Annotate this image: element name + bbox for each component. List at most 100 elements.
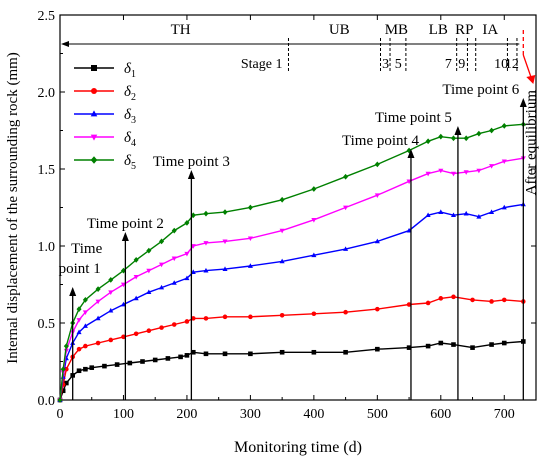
data-point xyxy=(184,220,190,226)
time-point-label: point 1 xyxy=(59,261,101,277)
data-point xyxy=(476,213,482,219)
data-point xyxy=(95,340,101,346)
data-point xyxy=(463,210,469,216)
legend-item-5: δ5 xyxy=(74,153,136,172)
data-point xyxy=(279,228,285,234)
y-tick-label: 0.0 xyxy=(38,394,56,409)
data-point xyxy=(470,345,475,350)
time-point-6: Time point 6 xyxy=(442,82,527,400)
time-point-arrowhead xyxy=(121,232,129,241)
data-point xyxy=(501,297,507,303)
data-point xyxy=(374,161,380,168)
data-point xyxy=(406,345,412,350)
data-point xyxy=(222,314,228,320)
time-point-label: Time xyxy=(71,241,102,257)
legend-marker xyxy=(91,65,97,71)
x-tick-label: 400 xyxy=(303,407,324,422)
x-axis-title: Monitoring time (d) xyxy=(234,439,362,456)
data-point xyxy=(133,331,139,337)
stage-number: 7 xyxy=(445,57,452,72)
series-line xyxy=(59,203,524,401)
y-tick-label: 2.0 xyxy=(38,86,56,101)
data-point xyxy=(95,286,101,292)
data-point xyxy=(311,217,317,223)
y-tick-label: 1.0 xyxy=(38,240,56,255)
data-point xyxy=(203,351,209,357)
data-point xyxy=(82,297,88,303)
data-point xyxy=(470,297,475,303)
data-point xyxy=(76,329,82,335)
after-equilibrium-arrowhead xyxy=(526,75,536,84)
data-point xyxy=(222,351,228,357)
series-3 xyxy=(57,201,526,402)
stage-number: 5 xyxy=(395,57,402,72)
legend-label: δ2 xyxy=(124,84,136,103)
data-point xyxy=(146,247,152,254)
data-point xyxy=(82,323,88,328)
x-tick-label: 600 xyxy=(430,407,451,422)
data-point xyxy=(279,196,285,203)
data-point xyxy=(247,204,253,211)
data-point xyxy=(108,337,114,343)
x-tick-label: 300 xyxy=(240,407,261,422)
data-point xyxy=(451,342,456,347)
data-point xyxy=(311,252,317,258)
data-point xyxy=(463,135,469,142)
series-1 xyxy=(57,339,526,403)
legend-item-3: δ3 xyxy=(74,107,136,126)
data-point xyxy=(450,212,457,218)
time-point-arrowhead xyxy=(454,126,462,135)
data-point xyxy=(133,274,139,280)
time-point-arrowhead xyxy=(407,149,415,158)
data-point xyxy=(343,309,348,315)
data-point xyxy=(279,313,285,318)
data-point xyxy=(438,209,444,214)
legend-label: δ5 xyxy=(124,153,136,172)
data-point xyxy=(171,280,177,285)
legend-marker xyxy=(90,110,98,117)
data-point xyxy=(102,363,107,369)
data-point xyxy=(171,256,177,262)
data-point xyxy=(489,342,494,347)
data-point xyxy=(451,294,456,300)
data-point xyxy=(60,366,66,373)
data-point xyxy=(146,289,152,295)
legend-item-2: δ2 xyxy=(74,84,136,103)
data-point xyxy=(171,322,177,327)
data-point xyxy=(450,135,457,142)
data-point xyxy=(165,356,171,361)
data-point xyxy=(146,268,152,274)
stage-arrow-head xyxy=(61,41,69,47)
data-point xyxy=(425,343,431,349)
data-point xyxy=(184,353,190,358)
stage-number: 3 xyxy=(382,57,389,72)
data-point xyxy=(203,267,209,273)
stage-label-ia: IA xyxy=(482,22,498,38)
data-point xyxy=(184,251,190,257)
after-equilibrium-arrow xyxy=(522,54,532,79)
data-point xyxy=(501,204,507,210)
time-point-4: Time point 4 xyxy=(342,133,419,400)
time-point-1: Time point 1 xyxy=(59,241,103,400)
series-5 xyxy=(57,121,526,403)
data-point xyxy=(222,239,228,245)
data-point xyxy=(203,210,209,217)
y-tick-label: 0.5 xyxy=(38,317,56,332)
data-point xyxy=(121,334,126,340)
legend-marker xyxy=(91,88,97,94)
data-point xyxy=(203,241,209,246)
stage-label-ub: UB xyxy=(329,22,350,38)
data-point xyxy=(95,315,101,321)
data-point xyxy=(501,123,507,129)
data-point xyxy=(247,263,253,268)
y-tick-label: 2.5 xyxy=(38,9,56,24)
data-point xyxy=(248,314,253,320)
data-point xyxy=(114,362,120,367)
data-point xyxy=(374,238,380,244)
data-point xyxy=(375,306,380,312)
time-points: Time point 1 Time point 2 Time point 3 Time … xyxy=(59,82,527,400)
data-point xyxy=(501,159,507,165)
legend-label: δ4 xyxy=(124,130,136,149)
time-point-2: Time point 2 xyxy=(87,216,164,400)
data-point xyxy=(425,212,431,218)
